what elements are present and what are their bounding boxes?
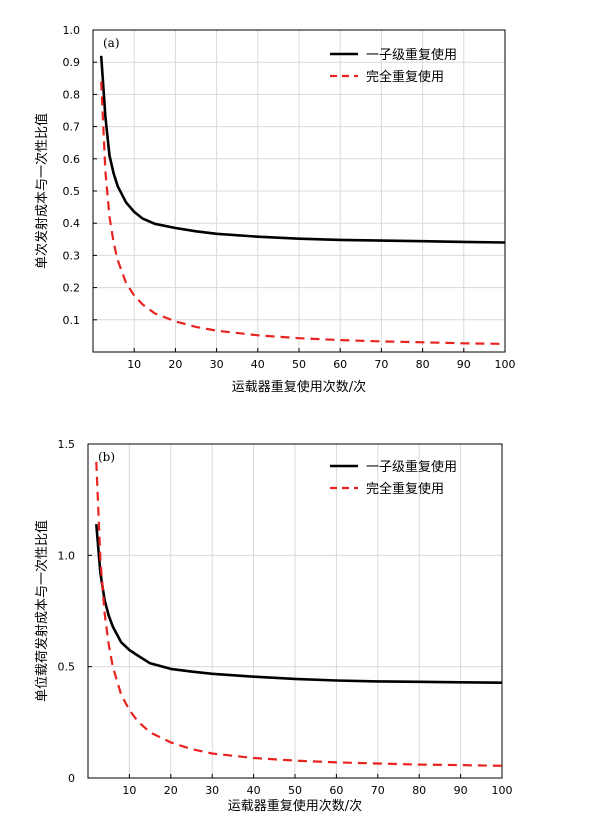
y-tick-label: 1.5	[58, 438, 76, 451]
x-tick-label: 60	[329, 784, 343, 797]
chart-panel-b: 10 20 30 40 50 60 70 80 90 100 0 0.5 1.0 1.5 (b) 运载器重复使…	[34, 438, 513, 814]
y-axis-label: 单次发射成本与一次性比值	[34, 113, 50, 269]
x-tick-label: 10	[127, 358, 141, 371]
panel-label: (b)	[98, 450, 115, 464]
x-tick-label: 30	[210, 358, 224, 371]
y-tick-label: 0.3	[63, 249, 81, 262]
y-tick-label: 1.0	[63, 24, 81, 37]
legend-label: 完全重复使用	[366, 481, 444, 497]
y-tick-label: 0.6	[63, 153, 81, 166]
x-tick-label: 50	[292, 358, 306, 371]
legend-label: 一子级重复使用	[366, 459, 457, 475]
panel-label: (a)	[103, 36, 120, 50]
x-tick-label: 30	[205, 784, 219, 797]
x-tick-label: 100	[495, 358, 516, 371]
x-axis-label: 运载器重复使用次数/次	[232, 379, 366, 395]
series-line-full-reuse	[95, 461, 503, 767]
x-tick-label: 20	[164, 784, 178, 797]
x-tick-label: 90	[457, 358, 471, 371]
series-line-full-reuse	[100, 81, 506, 345]
y-tick-label: 0.2	[63, 282, 81, 295]
x-tick-label: 90	[454, 784, 468, 797]
y-tick-label: 0.4	[63, 217, 81, 230]
x-tick-label: 10	[122, 784, 136, 797]
x-tick-label: 70	[374, 358, 388, 371]
x-axis-label: 运载器重复使用次数/次	[228, 798, 362, 814]
x-tick-label: 100	[492, 784, 513, 797]
chart-panel-a: 10 20 30 40 50 60 70 80 90 100 0.1 0.2 0.3 0.4 0.5 0.6 0…	[34, 24, 516, 395]
y-tick-label: 0.8	[63, 88, 81, 101]
x-tick-label: 60	[333, 358, 347, 371]
x-tick-label: 80	[416, 358, 430, 371]
x-tick-label: 20	[168, 358, 182, 371]
series-line-first-stage-reuse	[95, 524, 503, 684]
x-tick-label: 40	[247, 784, 261, 797]
x-tick-label: 70	[371, 784, 385, 797]
x-tick-label: 40	[251, 358, 265, 371]
y-tick-label: 0.1	[63, 314, 81, 327]
y-tick-label: 0.9	[63, 56, 81, 69]
y-tick-label: 1.0	[58, 549, 76, 562]
legend-label: 完全重复使用	[366, 69, 444, 85]
y-axis-label: 单位载荷发射成本与一次性比值	[34, 520, 50, 702]
x-tick-label: 80	[412, 784, 426, 797]
y-tick-label: 0.5	[63, 185, 81, 198]
legend-label: 一子级重复使用	[366, 47, 457, 63]
y-tick-label: 0.7	[63, 121, 81, 134]
x-tick-label: 50	[288, 784, 302, 797]
series-line-first-stage-reuse	[99, 55, 506, 244]
y-tick-label: 0	[68, 772, 75, 785]
y-tick-label: 0.5	[58, 661, 76, 674]
